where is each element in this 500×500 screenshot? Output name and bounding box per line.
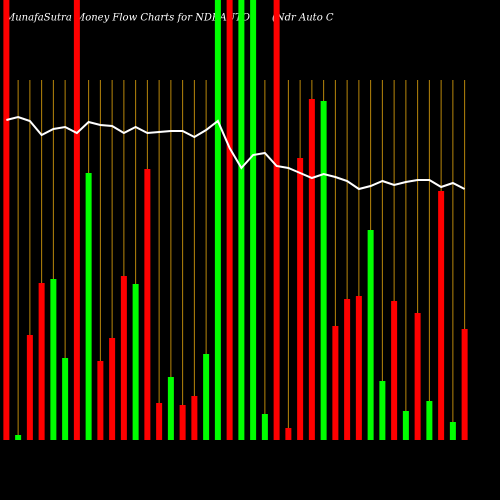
bar xyxy=(308,99,315,440)
bar xyxy=(379,381,386,440)
bar xyxy=(156,403,163,440)
bar xyxy=(85,173,92,440)
bar xyxy=(132,284,139,440)
chart-title: MunafaSutra Money Flow Charts for NDRAUT… xyxy=(4,13,250,24)
bar xyxy=(285,428,292,440)
bar xyxy=(332,326,339,440)
bar xyxy=(62,358,69,440)
flow-line xyxy=(6,115,466,191)
bar xyxy=(355,296,362,440)
bar xyxy=(120,276,127,440)
bar xyxy=(402,411,409,440)
bar xyxy=(426,401,433,440)
bar xyxy=(449,422,456,440)
bar xyxy=(414,313,421,440)
bar xyxy=(167,377,174,440)
chart-subtitle: (Ndr Auto C xyxy=(272,13,334,24)
bar xyxy=(250,0,257,440)
bar xyxy=(438,191,445,440)
bar xyxy=(15,435,22,440)
bar xyxy=(226,0,233,440)
bar xyxy=(50,279,57,440)
bar xyxy=(26,335,33,440)
bar xyxy=(97,361,104,440)
bar xyxy=(261,414,268,440)
bar xyxy=(179,405,186,440)
bar xyxy=(297,158,304,440)
bar xyxy=(320,101,327,440)
bar xyxy=(203,354,210,440)
bar xyxy=(273,0,280,440)
bar xyxy=(214,0,221,440)
bar xyxy=(461,329,468,440)
bar xyxy=(144,169,151,440)
bar xyxy=(38,283,45,440)
bar xyxy=(344,299,351,440)
bar xyxy=(109,338,116,440)
bar xyxy=(238,0,245,440)
bar xyxy=(3,0,10,440)
bar xyxy=(391,301,398,440)
bar xyxy=(367,230,374,440)
bar xyxy=(191,396,198,440)
bar xyxy=(73,0,80,440)
